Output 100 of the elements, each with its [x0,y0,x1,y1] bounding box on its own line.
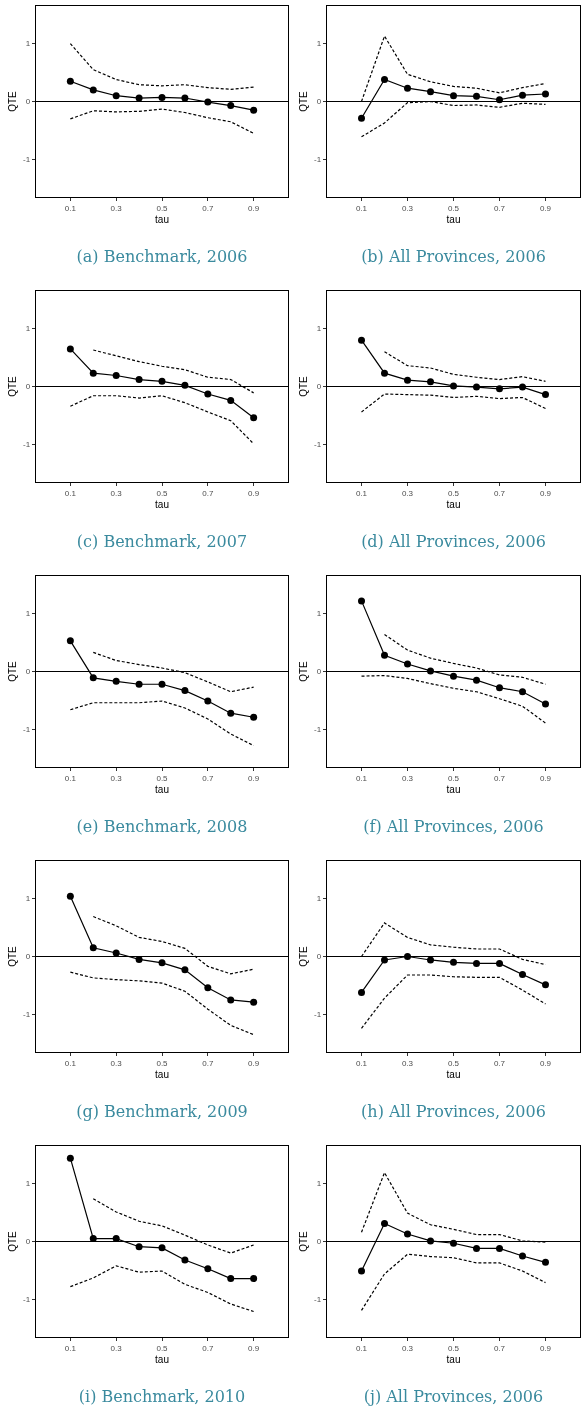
x-tick-label: 0.1 [355,1058,368,1068]
text: (j) All Provinces, 2006 [363,1387,544,1407]
x-tick-label: 0.5 [156,203,169,213]
y-axis-title: QTE [298,375,310,397]
y-tick-label: -1 [314,155,322,165]
x-tick-label: 0.5 [156,1343,169,1353]
text: (e) Benchmark, 2008 [76,817,248,837]
y-tick-label: -1 [23,440,31,450]
x-axis-title: tau [446,214,461,226]
y-tick-label: 0 [25,952,31,962]
x-axis-title: tau [446,1069,461,1081]
y-tick-label: 1 [25,1179,31,1189]
text: (a) Benchmark, 2006 [76,247,248,267]
x-tick-label: 0.1 [64,773,77,783]
y-tick-label: 1 [25,609,31,619]
y-tick-label: -1 [314,725,322,735]
x-tick-label: 0.9 [539,1343,552,1353]
x-tick-label: 0.1 [355,203,368,213]
y-tick-label: 0 [316,382,322,392]
x-tick-label: 0.3 [401,1058,414,1068]
y-tick-label: 0 [316,667,322,677]
y-axis-title: QTE [7,660,19,682]
x-axis-title: tau [155,784,169,796]
y-tick-label: -1 [23,725,31,735]
x-tick-label: 0.3 [110,1058,123,1068]
y-tick-label: 1 [316,39,322,49]
text: (h) All Provinces, 2006 [361,1102,546,1122]
x-tick-label: 0.3 [401,773,414,783]
y-tick-label: 0 [25,382,31,392]
x-tick-label: 0.9 [539,488,552,498]
x-tick-label: 0.9 [248,488,260,498]
x-tick-label: 0.7 [493,773,506,783]
x-tick-label: 0.5 [447,1343,460,1353]
y-tick-label: -1 [23,1010,31,1020]
x-tick-label: 0.9 [248,1058,260,1068]
y-tick-label: 1 [316,894,322,904]
y-tick-label: 0 [316,97,322,107]
y-axis-title: QTE [7,375,19,397]
x-axis-title: tau [155,1069,169,1081]
x-tick-label: 0.1 [64,1343,77,1353]
x-tick-label: 0.7 [202,203,214,213]
x-tick-label: 0.1 [64,1058,77,1068]
y-axis-title: QTE [7,945,19,967]
text: (i) Benchmark, 2010 [78,1387,246,1407]
x-axis-title: tau [446,784,461,796]
y-axis-title: QTE [298,660,310,682]
y-tick-label: 1 [316,1179,322,1189]
x-tick-label: 0.7 [202,1343,214,1353]
y-tick-label: 0 [316,952,322,962]
y-tick-label: -1 [314,1010,322,1020]
y-tick-label: 1 [25,39,31,49]
y-tick-label: 0 [25,1237,31,1247]
y-axis-title: QTE [298,1230,310,1252]
x-axis-title: tau [155,499,169,511]
x-tick-label: 0.5 [447,203,460,213]
x-tick-label: 0.7 [493,488,506,498]
x-tick-label: 0.3 [110,488,123,498]
x-tick-label: 0.9 [248,773,260,783]
x-tick-label: 0.9 [248,1343,260,1353]
x-tick-label: 0.7 [493,1343,506,1353]
x-tick-label: 0.1 [64,488,77,498]
x-axis-title: tau [155,1354,169,1366]
x-tick-label: 0.1 [355,773,368,783]
text: (g) Benchmark, 2009 [76,1102,248,1122]
x-tick-label: 0.1 [64,203,77,213]
y-tick-label: 1 [316,324,322,334]
x-tick-label: 0.3 [401,488,414,498]
x-tick-label: 0.7 [202,773,214,783]
x-tick-label: 0.9 [539,203,552,213]
y-axis-title: QTE [7,1230,19,1252]
text: (f) All Provinces, 2006 [363,817,544,837]
x-axis-title: tau [446,499,461,511]
text: (d) All Provinces, 2006 [361,532,546,552]
y-tick-label: 0 [316,1237,322,1247]
y-tick-label: 0 [25,667,31,677]
y-axis-title: QTE [298,90,310,112]
x-tick-label: 0.5 [447,488,460,498]
x-tick-label: 0.5 [447,773,460,783]
x-tick-label: 0.5 [156,1058,169,1068]
x-tick-label: 0.3 [110,1343,123,1353]
x-tick-label: 0.5 [447,1058,460,1068]
y-tick-label: 1 [25,894,31,904]
text: (c) Benchmark, 2007 [76,532,248,552]
x-tick-label: 0.9 [248,203,260,213]
y-tick-label: 1 [316,609,322,619]
x-tick-label: 0.5 [156,488,169,498]
x-tick-label: 0.7 [493,1058,506,1068]
y-tick-label: -1 [314,440,322,450]
y-axis-title: QTE [7,90,19,112]
y-tick-label: -1 [314,1295,322,1305]
x-tick-label: 0.7 [202,1058,214,1068]
x-tick-label: 0.3 [110,203,123,213]
x-tick-label: 0.3 [110,773,123,783]
x-tick-label: 0.7 [202,488,214,498]
x-tick-label: 0.1 [355,488,368,498]
x-tick-label: 0.3 [401,203,414,213]
y-tick-label: 0 [25,97,31,107]
x-tick-label: 0.9 [539,1058,552,1068]
x-tick-label: 0.3 [401,1343,414,1353]
y-tick-label: -1 [23,155,31,165]
